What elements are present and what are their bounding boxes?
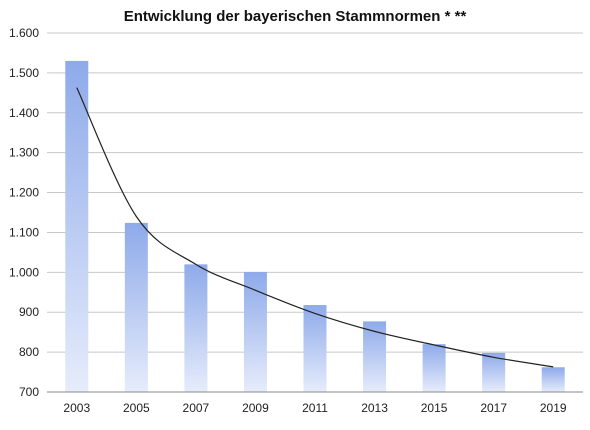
y-tick-label: 1.000 xyxy=(9,265,39,279)
bar xyxy=(124,222,148,392)
chart-title: Entwicklung der bayerischen Stammnormen … xyxy=(123,8,467,25)
y-tick-label: 1.300 xyxy=(9,146,39,160)
x-tick-label: 2007 xyxy=(183,401,210,415)
y-tick-label: 700 xyxy=(19,385,39,399)
x-axis-ticks: 2003 2005 2007 2009 2011 2013 2015 2017 2019 xyxy=(63,401,566,415)
x-tick-label: 2017 xyxy=(480,401,507,415)
bar xyxy=(184,264,208,392)
x-tick-label: 2011 xyxy=(302,401,328,415)
trendline-group xyxy=(76,87,554,368)
bars xyxy=(65,60,565,393)
x-tick-label: 2013 xyxy=(361,401,388,415)
bar xyxy=(303,305,327,392)
y-tick-label: 800 xyxy=(19,345,39,359)
y-axis-ticks: 700 800 900 1.000 1.100 1.200 1.300 1.400 1.500 1… xyxy=(9,26,39,399)
y-tick-label: 1.600 xyxy=(9,26,39,40)
bar xyxy=(363,321,387,392)
y-tick-label: 1.100 xyxy=(9,225,39,239)
bar xyxy=(422,344,446,392)
bar xyxy=(65,60,89,393)
y-tick-label: 1.200 xyxy=(9,186,39,200)
y-tick-label: 900 xyxy=(19,305,39,319)
y-tick-label: 1.500 xyxy=(9,66,39,80)
bar xyxy=(541,367,565,392)
bar xyxy=(482,352,506,392)
x-tick-label: 2009 xyxy=(242,401,269,415)
x-tick-label: 2003 xyxy=(63,401,90,415)
x-tick-label: 2019 xyxy=(540,401,567,415)
trendline xyxy=(76,87,554,368)
bar xyxy=(243,271,267,392)
x-tick-label: 2005 xyxy=(123,401,150,415)
y-tick-label: 1.400 xyxy=(9,106,39,120)
x-tick-label: 2015 xyxy=(421,401,448,415)
